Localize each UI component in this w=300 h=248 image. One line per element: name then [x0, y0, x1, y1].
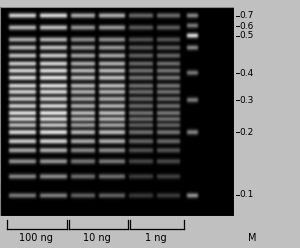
Text: 0.1: 0.1 — [240, 190, 254, 199]
Text: 1 ng: 1 ng — [145, 233, 167, 243]
Text: M: M — [248, 233, 256, 243]
Text: 0.5: 0.5 — [240, 31, 254, 40]
Text: 0.2: 0.2 — [240, 128, 254, 137]
Text: 0.4: 0.4 — [240, 68, 254, 78]
Text: 0.6: 0.6 — [240, 22, 254, 31]
Text: 10 ng: 10 ng — [83, 233, 111, 243]
Text: 0.7: 0.7 — [240, 11, 254, 20]
Text: 100 ng: 100 ng — [19, 233, 53, 243]
Text: 0.3: 0.3 — [240, 96, 254, 105]
